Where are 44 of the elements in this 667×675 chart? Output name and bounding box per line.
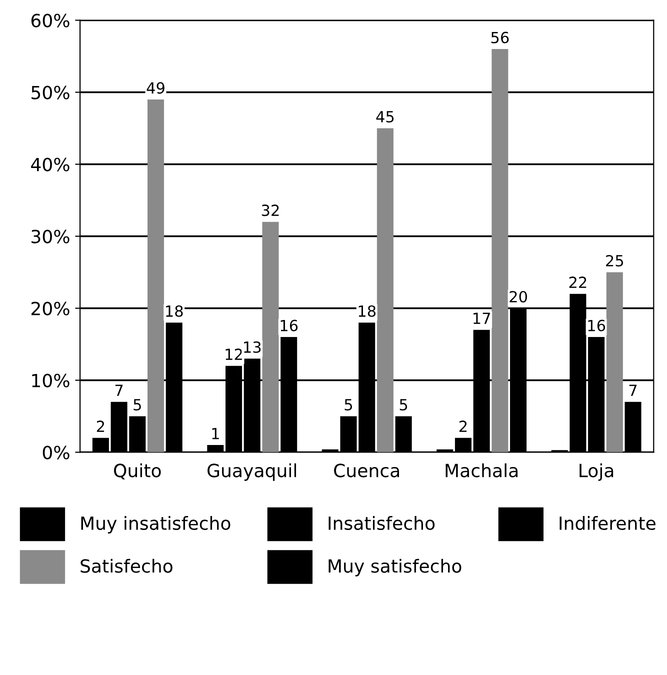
data-label: 18	[166, 305, 183, 317]
data-label: 13	[244, 341, 261, 353]
data-label: 18	[358, 305, 376, 317]
x-tick-label: Guayaquil	[208, 463, 296, 481]
data-label: 32	[262, 204, 279, 216]
data-label: 12	[226, 348, 242, 360]
data-label: 7	[115, 384, 123, 396]
y-tick-label: 50%	[32, 86, 70, 100]
data-label: 16	[588, 320, 606, 332]
data-label: 49	[146, 82, 164, 94]
data-label: 22	[569, 276, 586, 288]
data-label: 5	[134, 399, 141, 411]
data-label: 2	[96, 420, 104, 432]
data-label: 17	[474, 312, 490, 324]
bar	[148, 99, 164, 452]
data-label: 5	[344, 399, 352, 411]
data-label: 5	[400, 399, 408, 411]
x-tick-label: Machala	[446, 463, 518, 478]
legend-label: Insatisfecho	[328, 516, 435, 530]
y-tick-label: 0%	[42, 446, 70, 460]
y-tick-label: 40%	[31, 158, 70, 172]
data-label: 16	[280, 320, 298, 332]
legend-label: Muy satisfecho	[328, 558, 462, 576]
data-label: 7	[629, 384, 637, 396]
x-tick-label: Cuenca	[334, 464, 400, 478]
y-tick-label: 20%	[32, 302, 70, 316]
legend-label: Indiferente	[560, 516, 656, 530]
bar	[376, 128, 394, 452]
data-label: 56	[491, 32, 509, 44]
data-label: 25	[606, 254, 624, 267]
legend-label: Satisfecho	[80, 558, 172, 573]
legend-label: Muy insatisfecho	[81, 516, 230, 534]
bar	[492, 49, 508, 452]
bar	[606, 272, 623, 452]
data-label: 1	[212, 428, 219, 440]
y-tick-label: 30%	[32, 230, 70, 244]
x-tick-label: Quito	[114, 463, 161, 480]
y-tick-label: 60%	[31, 14, 70, 28]
data-label: 2	[459, 420, 467, 432]
bar	[262, 222, 279, 452]
data-label: 45	[376, 111, 394, 123]
x-tick-label: Loja	[580, 463, 614, 481]
y-tick-label: 10%	[32, 374, 70, 388]
data-label: 20	[510, 290, 527, 303]
